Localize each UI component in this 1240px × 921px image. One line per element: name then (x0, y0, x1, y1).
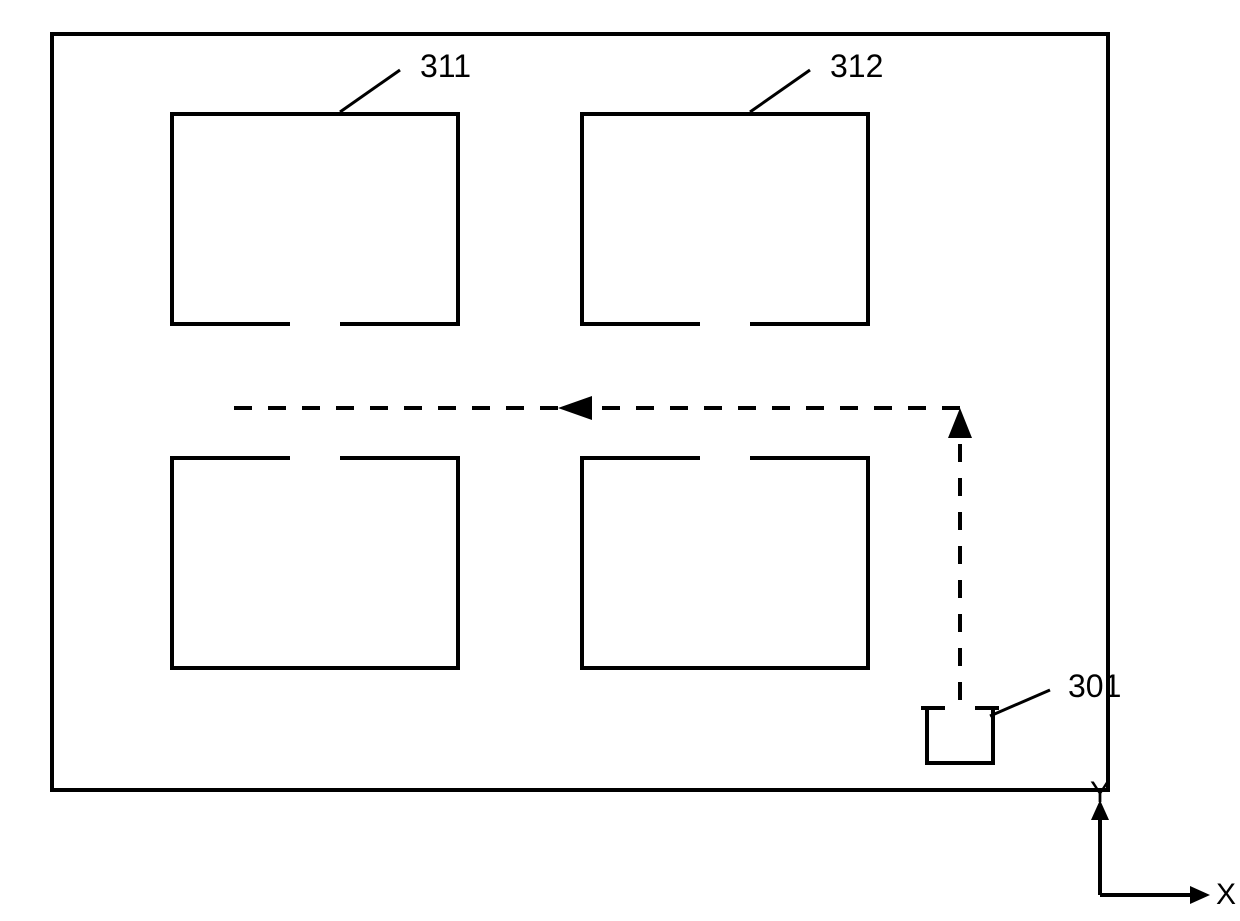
leader-311 (340, 70, 400, 112)
axis-x-label: X (1216, 878, 1236, 912)
leader-312 (750, 70, 810, 112)
leader-301 (990, 690, 1050, 716)
overlay-svg (0, 0, 1240, 921)
axis-x-arrow (1190, 886, 1210, 904)
arrow-left-head (558, 396, 592, 420)
label-312: 312 (830, 48, 883, 85)
label-301: 301 (1068, 668, 1121, 705)
arrow-up-head (948, 408, 972, 438)
label-311: 311 (420, 48, 471, 85)
diagram-canvas: 311 312 301 X Y (0, 0, 1240, 921)
axis-y-label: Y (1090, 776, 1110, 810)
